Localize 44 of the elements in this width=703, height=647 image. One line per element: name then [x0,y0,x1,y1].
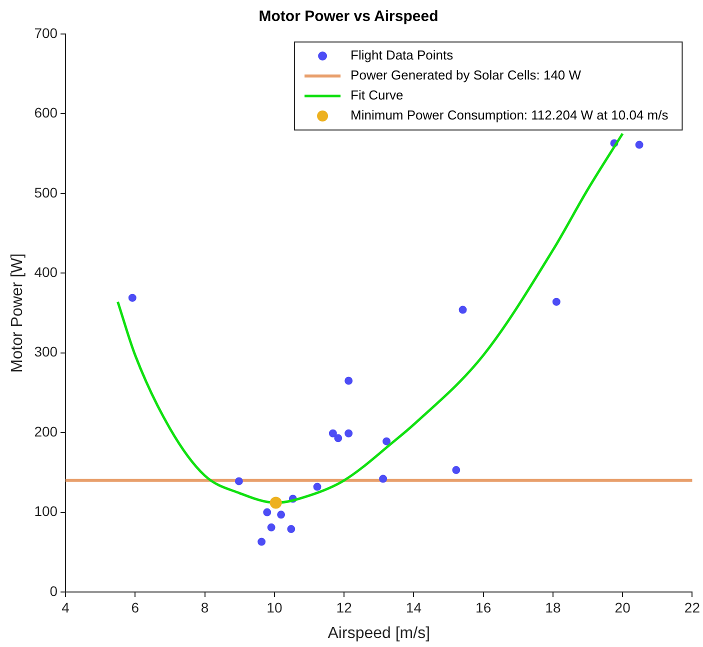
point [128,294,136,302]
chart-title: Motor Power vs Airspeed [258,8,438,26]
y-tick-label: 400 [34,264,58,280]
point [328,429,337,438]
x-axis-title: Airspeed [m/s] [328,624,430,642]
point [382,437,391,446]
point [270,496,282,509]
legend-label: Flight Data Points [350,48,454,63]
x-tick-label: 12 [336,599,352,616]
point [458,306,467,314]
point [344,429,353,438]
legend-label: Power Generated by Solar Cells: 140 W [350,68,582,83]
point [452,466,460,474]
y-tick-label: 500 [34,184,58,200]
point [552,298,560,306]
x-tick-label: 10 [266,599,282,616]
y-tick-label: 200 [34,423,58,440]
y-tick-label: 0 [50,582,58,599]
point [344,376,353,385]
x-tick-label: 18 [545,599,561,616]
x-tick-label: 6 [131,599,140,616]
y-axis-title: Motor Power [W] [9,253,26,373]
point [277,510,286,519]
y-tick-label: 700 [34,24,58,41]
point [287,525,296,534]
point [258,538,266,546]
point [334,434,342,442]
x-tick-label: 20 [614,599,631,616]
point [635,140,644,149]
legend-label: Fit Curve [350,88,404,103]
y-tick-label: 100 [34,503,58,520]
point [313,482,322,491]
point [379,474,388,483]
y-tick-label: 300 [34,344,58,360]
x-tick-label: 8 [200,599,209,616]
point [263,508,272,516]
x-tick-label: 4 [62,599,70,616]
legend-label: Minimum Power Consumption: 112.204 W at 10.04 m/s [350,108,669,123]
x-tick-label: 14 [406,599,422,616]
point [267,523,276,532]
point [234,477,243,486]
y-tick-label: 600 [34,104,58,121]
x-tick-label: 22 [684,599,700,616]
x-tick-label: 16 [476,599,492,616]
